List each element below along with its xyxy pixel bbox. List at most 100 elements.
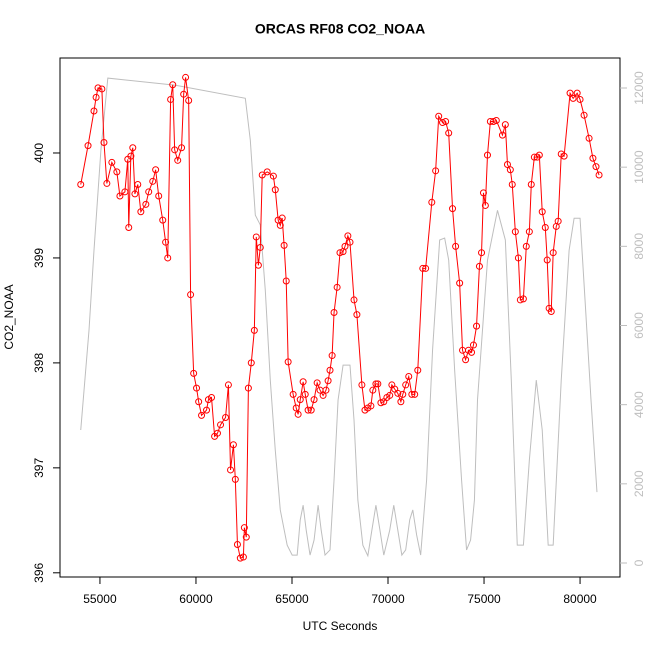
point — [358, 381, 366, 389]
point — [299, 378, 307, 386]
point — [503, 161, 511, 169]
point — [239, 553, 247, 561]
point — [240, 524, 248, 532]
point — [353, 311, 361, 319]
point — [125, 224, 133, 232]
point — [182, 73, 190, 81]
point — [263, 168, 271, 176]
point — [310, 396, 318, 404]
point — [428, 198, 436, 206]
point — [533, 153, 541, 161]
point — [292, 404, 300, 412]
y-tick-label: 398 — [32, 353, 46, 373]
point — [456, 279, 464, 287]
point — [169, 81, 177, 89]
y2-tick-label: 0 — [632, 559, 646, 566]
point — [566, 89, 574, 97]
point — [98, 85, 106, 93]
point — [333, 283, 341, 291]
point — [319, 391, 327, 399]
point — [324, 377, 332, 385]
point — [164, 254, 172, 262]
point — [538, 208, 546, 216]
point — [336, 249, 344, 257]
point — [242, 533, 250, 541]
point — [372, 380, 380, 388]
chart-title: ORCAS RF08 CO2_NOAA — [255, 21, 425, 37]
point — [282, 277, 290, 285]
y-tick-label: 400 — [32, 143, 46, 163]
point — [250, 326, 258, 334]
point — [159, 216, 167, 224]
point — [511, 228, 519, 236]
point — [142, 200, 150, 208]
point — [483, 151, 491, 159]
point — [527, 180, 535, 188]
point — [541, 224, 549, 232]
y2-tick-label: 4000 — [632, 391, 646, 418]
point — [498, 131, 506, 139]
point — [137, 208, 145, 216]
series-line — [80, 77, 600, 559]
point — [289, 390, 297, 398]
point — [462, 356, 470, 364]
point — [247, 359, 255, 367]
point — [508, 180, 516, 188]
point — [419, 264, 427, 272]
point — [522, 242, 530, 250]
point — [284, 358, 292, 366]
point — [193, 384, 201, 392]
x-tick-label: 60000 — [179, 592, 213, 606]
point — [152, 166, 160, 174]
point — [269, 172, 277, 180]
point — [167, 95, 175, 103]
point — [445, 129, 453, 137]
point — [187, 291, 195, 299]
point — [252, 233, 260, 241]
point — [227, 466, 235, 474]
point — [369, 386, 377, 394]
point — [190, 369, 198, 377]
point — [278, 214, 286, 222]
point — [131, 190, 139, 198]
point — [185, 97, 193, 105]
point — [573, 89, 581, 97]
point — [244, 384, 252, 392]
y2-tick-label: 10000 — [632, 150, 646, 184]
point — [276, 221, 284, 229]
point — [103, 179, 111, 187]
point — [213, 429, 221, 437]
point — [328, 352, 336, 360]
point — [127, 152, 135, 160]
point — [439, 119, 447, 127]
y2-tick-label: 2000 — [632, 470, 646, 497]
point — [549, 249, 557, 257]
point — [113, 168, 121, 176]
point — [543, 256, 551, 264]
x-tick-label: 80000 — [563, 592, 597, 606]
point — [236, 554, 244, 562]
point — [525, 228, 533, 236]
point — [516, 296, 524, 304]
point — [435, 112, 443, 120]
point — [408, 390, 416, 398]
point — [592, 163, 600, 171]
point — [271, 186, 279, 194]
y-tick-label: 399 — [32, 248, 46, 268]
point — [506, 166, 514, 174]
point — [258, 171, 266, 179]
point — [585, 134, 593, 142]
point — [589, 154, 597, 162]
point — [330, 309, 338, 317]
point — [414, 366, 422, 374]
point — [469, 341, 477, 349]
point — [256, 243, 264, 251]
point — [576, 95, 584, 103]
point — [116, 192, 124, 200]
point — [554, 217, 562, 225]
y-axis-label: CO2_NOAA — [2, 284, 16, 349]
point — [229, 441, 237, 449]
point — [519, 295, 527, 303]
point — [350, 296, 358, 304]
